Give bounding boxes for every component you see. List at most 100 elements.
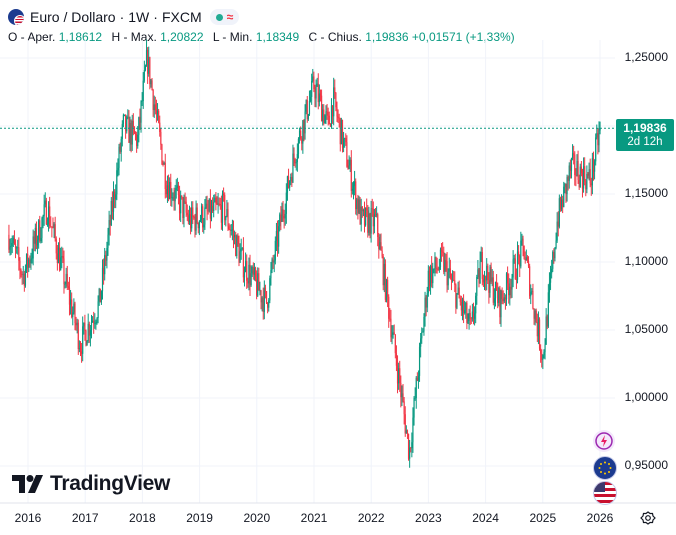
interval-label[interactable]: 1W [128, 9, 150, 25]
tradingview-logo[interactable]: TradingView [12, 472, 170, 496]
candle-body [99, 288, 101, 303]
candle-body [426, 293, 428, 308]
candle-body [237, 235, 239, 244]
last-price-tag: 1,19836 2d 12h [616, 119, 674, 151]
candle-body [458, 287, 460, 299]
candle-body [51, 226, 53, 228]
candle-body [186, 212, 188, 216]
candle-body [13, 237, 16, 245]
candle-body [519, 255, 521, 267]
candle-body [585, 181, 587, 190]
candle-body [95, 321, 97, 324]
candle-body [571, 153, 574, 159]
us-flag-icon[interactable] [593, 481, 617, 505]
candle-body [450, 277, 453, 281]
candle-body [204, 207, 206, 225]
open-label: O - Aper. [8, 30, 56, 44]
candle-body [73, 303, 75, 313]
candle-body [22, 273, 24, 275]
candle-body [158, 110, 160, 123]
symbol-header[interactable]: Euro / Dollaro · 1W · FXCM ≈ [8, 8, 240, 26]
candle-body [275, 230, 278, 241]
candle-body [144, 66, 147, 71]
change-value: +0,01571 [411, 30, 463, 44]
lightning-icon[interactable] [593, 430, 615, 452]
candle-body [422, 331, 424, 333]
candle-body [490, 266, 492, 282]
candle-body [155, 110, 158, 115]
high-label: H - Max. [111, 30, 157, 44]
candle-body [472, 311, 475, 319]
candle-body [306, 99, 308, 120]
candle-body [421, 332, 423, 339]
candle-body [307, 114, 309, 120]
candle-body [304, 111, 306, 134]
candle-body [75, 322, 77, 326]
candle-body [150, 80, 152, 85]
candle-body [344, 138, 346, 139]
candle-body [271, 259, 273, 271]
candle-body [187, 215, 189, 222]
candle-body [276, 230, 279, 247]
time-axis-label: 2026 [586, 511, 614, 525]
candle-body [589, 169, 591, 184]
candle-body [361, 206, 363, 212]
candle-body [323, 109, 325, 124]
candle-body [74, 303, 76, 323]
candle-body [328, 115, 330, 125]
candle-body [553, 251, 555, 259]
candle-body [330, 105, 333, 127]
candle-body [434, 257, 436, 269]
candle-body [540, 348, 542, 354]
market-status-pill[interactable]: ≈ [209, 9, 240, 25]
candle-body [133, 127, 136, 134]
candle-body [218, 203, 220, 205]
candle-body [11, 242, 13, 247]
candle-body [231, 229, 234, 231]
candle-body [200, 206, 203, 220]
candle-body [309, 96, 312, 102]
candle-body [493, 298, 496, 303]
candle-body [120, 139, 122, 152]
candle-body [149, 57, 151, 85]
candle-body [374, 214, 377, 216]
candle-body [291, 176, 293, 183]
symbol-name[interactable]: Euro / Dollaro [30, 9, 116, 25]
candle-body [345, 138, 347, 143]
candle-body [394, 334, 396, 354]
candle-series [8, 39, 601, 468]
candle-body [284, 213, 286, 219]
candle-body [154, 104, 156, 111]
candle-body [587, 174, 589, 176]
candle-body [411, 442, 413, 449]
candle-body [104, 255, 106, 275]
candle-body [437, 268, 439, 270]
candle-body [235, 235, 237, 257]
candle-body [431, 265, 433, 284]
candle-body [596, 133, 598, 138]
candle-body [297, 138, 300, 154]
candle-body [119, 146, 121, 152]
candle-body [192, 207, 194, 218]
candle-body [78, 348, 80, 350]
candle-body [121, 123, 123, 140]
eu-flag-icon[interactable] [593, 456, 617, 480]
candle-body [55, 238, 57, 254]
candle-body [557, 221, 559, 227]
candle-body [382, 256, 384, 286]
candle-body [32, 236, 34, 259]
candle-body [282, 209, 284, 216]
candle-body [533, 308, 535, 319]
exchange-label[interactable]: FXCM [161, 9, 202, 25]
settings-gear-icon[interactable] [640, 510, 656, 526]
candle-body [482, 278, 484, 283]
candle-body [547, 292, 549, 327]
candle-body [479, 261, 481, 284]
candle-body [10, 246, 12, 247]
candle-body [298, 130, 301, 139]
candle-body [525, 257, 527, 261]
candle-body [404, 414, 406, 434]
candle-body [8, 234, 10, 250]
candle-body [280, 214, 282, 222]
